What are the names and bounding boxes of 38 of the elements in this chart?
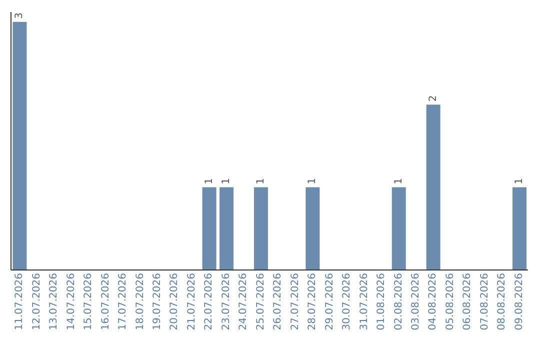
x-tick-label: 03.08.2026	[410, 273, 422, 330]
x-tick-label: 15.07.2026	[83, 273, 94, 330]
x-tick-label: 25.07.2026	[255, 273, 266, 330]
x-tick-label: 27.07.2026	[290, 273, 301, 330]
x-tick-label: 08.08.2026	[496, 273, 508, 330]
x-tick-label: 06.08.2026	[462, 273, 474, 330]
x-tick-label: 20.07.2026	[169, 273, 180, 330]
x-tick-label: 26.07.2026	[272, 273, 284, 330]
data-label: 1	[221, 178, 232, 184]
x-tick-label: 29.07.2026	[324, 273, 336, 330]
x-tick-label: 12.07.2026	[31, 273, 42, 330]
x-tick-label: 21.07.2026	[186, 273, 198, 330]
x-tick-label: 18.07.2026	[134, 273, 146, 330]
x-tick-label: 11.07.2026	[14, 273, 26, 330]
x-tick-label: 31.07.2026	[358, 273, 370, 330]
x-tick-label: 30.07.2026	[342, 273, 353, 330]
data-label: 2	[428, 95, 439, 102]
x-tick-label: 14.07.2026	[66, 273, 77, 330]
data-label: 1	[514, 178, 525, 184]
x-tick-label: 16.07.2026	[100, 273, 112, 330]
x-tick-label: 19.07.2026	[152, 273, 163, 330]
x-tick-label: 17.07.2026	[118, 273, 129, 330]
x-tick-label: 24.07.2026	[238, 273, 250, 330]
data-label: 1	[204, 178, 215, 184]
x-tick-label: 28.07.2026	[307, 273, 318, 330]
data-label: 1	[307, 178, 318, 184]
x-tick-label: 05.08.2026	[444, 273, 456, 330]
data-label: 1	[393, 178, 404, 184]
x-tick-label: 23.07.2026	[220, 273, 232, 330]
x-tick-label: 04.08.2026	[428, 273, 439, 330]
x-tick-label: 07.08.2026	[479, 273, 490, 330]
x-tick-label: 01.08.2026	[376, 273, 388, 330]
x-tick-label: 22.07.2026	[204, 273, 215, 330]
data-label: 1	[255, 178, 266, 184]
x-tick-label: 09.08.2026	[514, 273, 525, 330]
x-tick-label: 13.07.2026	[48, 273, 60, 330]
data-label: 3	[14, 12, 26, 19]
x-tick-label: 02.08.2026	[393, 273, 404, 330]
